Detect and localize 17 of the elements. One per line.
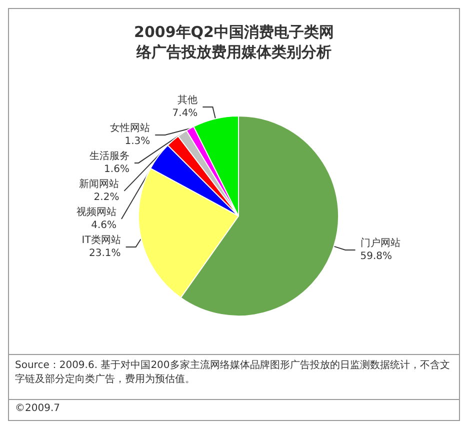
data-label: 23.1%: [89, 248, 121, 259]
source-note: Source：2009.6. 基于对中国200多家主流网络媒体品牌图形广告投放的日监测数据统计，不含文字链及部分定向类广告，费用为预估值。: [9, 354, 459, 399]
slice-label: 门户网站: [360, 236, 400, 249]
slice-label: 其他: [178, 94, 198, 106]
slice-label: IT类网站: [82, 234, 121, 246]
slice-label: 女性网站: [110, 122, 150, 134]
chart-title: 2009年Q2中国消费电子类网络广告投放费用媒体类别分析: [134, 23, 334, 61]
data-label: 7.4%: [172, 108, 198, 119]
data-label: 4.6%: [91, 220, 116, 231]
text: ©2009.7: [9, 399, 459, 417]
data-label: 2.2%: [94, 192, 120, 203]
data-label: 1.6%: [104, 164, 130, 175]
slice-label: 生活服务: [89, 150, 130, 162]
data-label: 1.3%: [124, 136, 150, 147]
slice-label: 视频网站: [76, 206, 116, 218]
data-label: 59.8%: [360, 250, 392, 262]
slice-label: 新闻网站: [79, 178, 120, 190]
